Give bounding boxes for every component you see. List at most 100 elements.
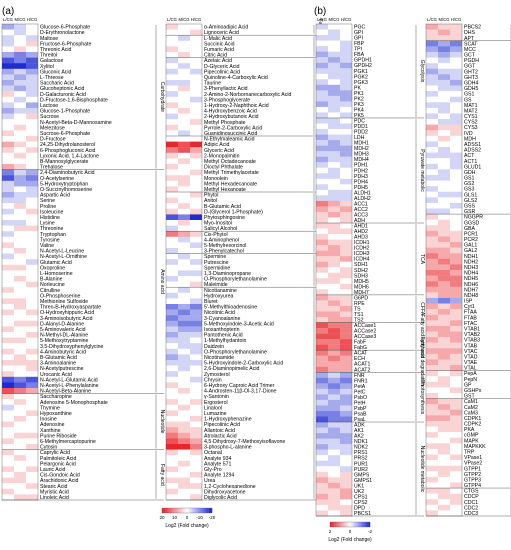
group-label: TCA [419,254,425,265]
heatmap-cell [178,68,190,75]
heatmap-cell [190,365,202,372]
heatmap-cell [438,113,450,120]
heatmap-cell [438,454,450,461]
heatmap-cell [316,366,328,373]
heatmap-cell [178,175,190,181]
heatmap-cell [26,399,38,405]
row-label: MAPK [464,438,479,444]
heatmap-cell [450,331,462,338]
heatmap-cell [166,404,178,411]
heatmap-cell [328,79,340,86]
column-header-m-cg: M/CG [329,17,340,22]
heatmap-cell [426,57,438,64]
heatmap-cell [178,354,190,361]
heatmap-cell [438,186,450,192]
heatmap-cell [328,372,340,378]
row-label: Galactose [40,58,63,64]
heatmap-cell [166,108,178,114]
row-label: GAL1 [464,243,477,249]
heatmap-cell [178,348,190,355]
heatmap-cell [190,292,202,299]
heatmap-cell [2,80,14,86]
heatmap-cell [190,208,202,215]
heatmap-cell [316,29,328,36]
heatmap-cell [316,167,328,174]
heatmap-cell [178,136,190,142]
heatmap-cell [14,236,26,243]
row-label: NDK2 [354,445,368,451]
heatmap-cell [190,242,202,249]
heatmap-cell [450,51,462,58]
heatmap-cell [178,208,190,215]
heatmap-cell [328,377,340,384]
heatmap-cell [340,499,352,506]
row-label: 2-Monopalmitin [204,153,240,159]
row-label: ICDH3 [354,251,370,257]
heatmap-cell [166,348,178,355]
heatmap-cell [14,348,26,355]
row-label: Dihydroxyacetone [204,489,246,495]
heatmap-cell [190,130,202,137]
heatmap-cell [190,332,202,338]
heatmap-cell [450,365,462,371]
heatmap-cell [340,46,352,52]
colorbar-swatch [167,508,169,513]
heatmap-cell [438,353,450,360]
heatmap-cell [328,344,340,351]
heatmap-cell [178,438,190,445]
row-label: VTAB3 [464,338,480,344]
heatmap-cell [438,337,450,343]
colorbar-swatch [339,522,341,527]
heatmap-cell [14,427,26,433]
row-label: ALDH1 [354,190,371,196]
heatmap-cell [178,141,190,148]
heatmap-cell [340,250,352,257]
heatmap-cell [450,147,462,153]
heatmap-cell [166,46,178,53]
column-header-m-cg: M/CG [15,17,26,22]
row-label: PK2 [354,96,364,102]
heatmap-cell [178,360,190,366]
heatmap-cell [14,197,26,204]
row-label: VPase1 [464,455,482,461]
heatmap-cell [14,404,26,411]
heatmap-cell [14,124,26,131]
heatmap-cell [426,68,438,75]
heatmap-cell [328,256,340,262]
heatmap-cell [316,355,328,362]
heatmap-cell [340,316,352,323]
heatmap-cell [450,454,462,461]
heatmap-cell [26,141,38,148]
heatmap-cell [178,52,190,58]
heatmap-cell [316,129,328,135]
heatmap-cell [190,298,202,305]
heatmap-cell [426,297,438,304]
heatmap-cell [328,129,340,135]
heatmap-cell [14,220,26,226]
heatmap-cell [2,220,14,226]
heatmap-cell [328,200,340,207]
heatmap-cell [178,46,190,53]
heatmap-cell [438,275,450,282]
heatmap-cell [426,74,438,81]
heatmap-cell [316,84,328,91]
heatmap-cell [2,292,14,299]
heatmap-cell [438,270,450,276]
heatmap-cell [14,24,26,30]
heatmap-cell [316,101,328,108]
colorbar-swatch [163,508,166,513]
heatmap-cell [166,236,178,243]
heatmap-cell [316,344,328,351]
row-label: Chrysin [204,377,222,383]
column-header-l-cg: L/CG [317,17,327,22]
heatmap-cell [178,382,190,389]
heatmap-cell [178,214,190,221]
heatmap-cell [328,449,340,456]
heatmap-cell [2,35,14,41]
heatmap-cell [328,305,340,312]
heatmap-cell [178,281,190,288]
heatmap-cell [426,270,438,276]
heatmap-cell [178,186,190,193]
row-label: Urocanic Acid [40,372,72,378]
heatmap-cell [316,90,328,97]
